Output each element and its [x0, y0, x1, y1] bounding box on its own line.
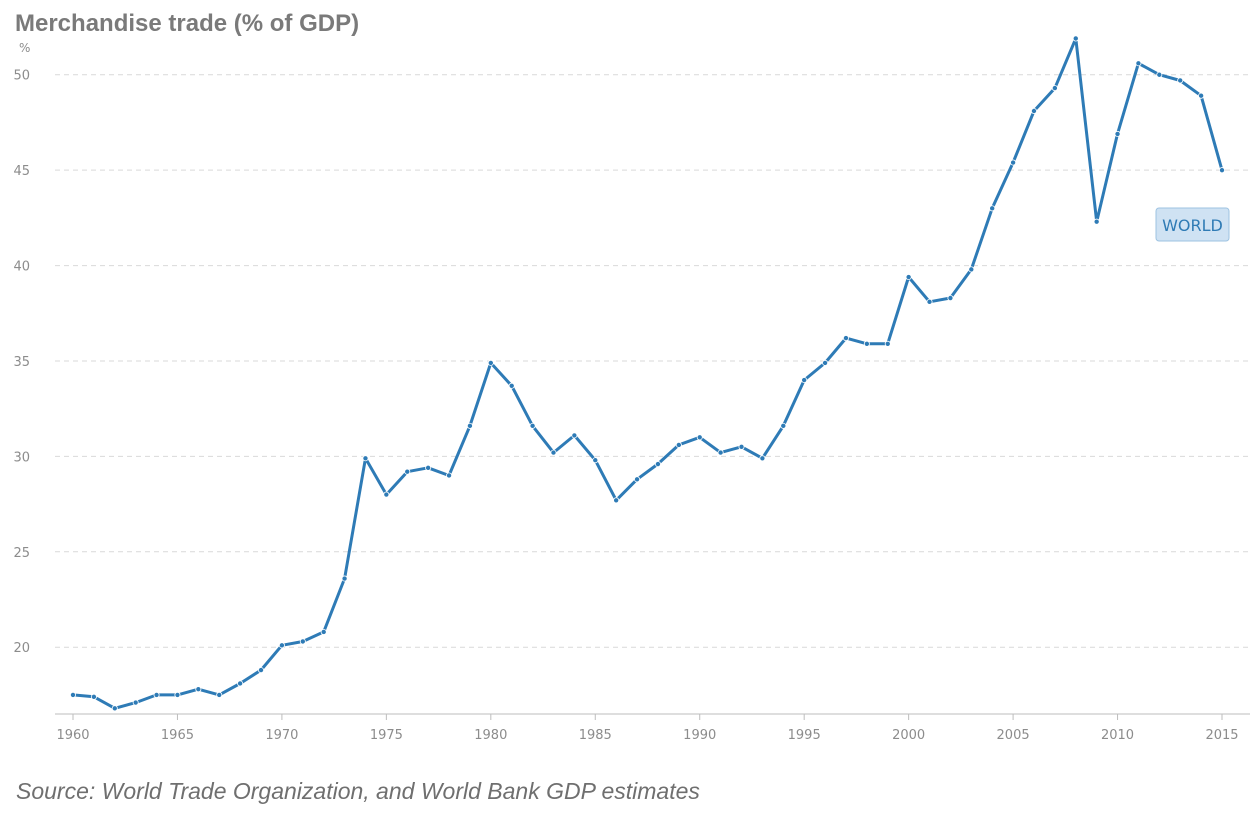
data-point-1963	[132, 699, 139, 706]
series-label-world: WORLD	[1155, 207, 1230, 242]
data-point-2004	[989, 205, 996, 212]
data-point-1996	[822, 359, 829, 366]
data-point-1993	[759, 455, 766, 462]
x-tick-label: 1990	[683, 728, 716, 743]
data-point-1962	[111, 705, 118, 712]
data-point-1981	[508, 382, 515, 389]
data-point-1971	[299, 638, 306, 645]
series-line	[72, 37, 1224, 710]
data-point-1965	[174, 691, 181, 698]
data-point-1972	[320, 628, 327, 635]
y-axis-unit-label: %	[19, 41, 30, 55]
y-tick-label: 50	[13, 69, 30, 84]
data-point-1961	[90, 693, 97, 700]
y-tick-label: 25	[13, 546, 30, 561]
data-point-1992	[738, 443, 745, 450]
data-point-1975	[383, 491, 390, 498]
data-point-2015	[1219, 167, 1226, 174]
data-point-1988	[654, 461, 661, 468]
data-point-2001	[926, 298, 933, 305]
data-point-2003	[968, 266, 975, 273]
data-point-2006	[1030, 108, 1037, 115]
y-tick-label: 30	[13, 450, 30, 465]
x-tick-label: 1970	[265, 728, 298, 743]
data-point-2011	[1135, 60, 1142, 67]
data-point-1986	[613, 497, 620, 504]
data-point-1973	[341, 575, 348, 582]
y-tick-label: 35	[13, 355, 30, 370]
data-point-2009	[1093, 218, 1100, 225]
data-point-1964	[153, 691, 160, 698]
data-point-1982	[529, 422, 536, 429]
data-point-1995	[801, 377, 808, 384]
data-point-2008	[1072, 35, 1079, 42]
data-point-2000	[905, 274, 912, 281]
x-tick-label: 2005	[997, 728, 1030, 743]
y-tick-label: 40	[13, 260, 30, 275]
chart-title: Merchandise trade (% of GDP)	[15, 10, 360, 37]
data-point-1977	[425, 464, 432, 471]
data-point-1969	[258, 667, 265, 674]
data-point-1979	[466, 422, 473, 429]
data-point-1984	[571, 432, 578, 439]
data-point-1960	[70, 691, 77, 698]
data-point-1974	[362, 455, 369, 462]
data-point-1989	[675, 441, 682, 448]
y-tick-label: 45	[13, 164, 30, 179]
data-point-2014	[1198, 92, 1205, 99]
data-point-2010	[1114, 130, 1121, 137]
data-point-1980	[487, 359, 494, 366]
x-tick-label: 2015	[1205, 728, 1238, 743]
series-world	[70, 35, 1226, 712]
data-point-1983	[550, 449, 557, 456]
data-point-1967	[216, 691, 223, 698]
x-tick-label: 1985	[579, 728, 612, 743]
data-point-2013	[1177, 77, 1184, 84]
data-point-1985	[592, 457, 599, 464]
data-point-1990	[696, 434, 703, 441]
data-point-1966	[195, 686, 202, 693]
y-tick-label: 20	[13, 641, 30, 656]
data-point-1976	[404, 468, 411, 475]
y-axis-ticks: 20 25 30 35 40 45 50	[13, 69, 30, 656]
x-tick-label: 1980	[474, 728, 507, 743]
data-point-1997	[842, 335, 849, 342]
x-tick-label: 2000	[892, 728, 925, 743]
data-point-2007	[1051, 85, 1058, 92]
x-tick-label: 1995	[788, 728, 821, 743]
data-point-1991	[717, 449, 724, 456]
data-point-2002	[947, 295, 954, 302]
data-point-1994	[780, 422, 787, 429]
data-point-1999	[884, 340, 891, 347]
data-point-1978	[446, 472, 453, 479]
data-point-1968	[237, 680, 244, 687]
x-tick-label: 1960	[56, 728, 89, 743]
data-point-2012	[1156, 71, 1163, 78]
series-label-box	[1155, 207, 1230, 242]
gridlines	[55, 74, 1250, 648]
data-point-1998	[863, 340, 870, 347]
x-axis-ticks: 1960 1965 1970 1975 1980 1985 1990 1995 2000 2005…	[56, 714, 1239, 743]
x-tick-label: 1975	[370, 728, 403, 743]
series-label-text: WORLD	[1162, 216, 1223, 235]
source-note: Source: World Trade Organization, and Wo…	[16, 778, 700, 804]
x-tick-label: 2010	[1101, 728, 1134, 743]
x-tick-label: 1965	[161, 728, 194, 743]
data-point-1970	[278, 642, 285, 649]
data-point-2005	[1010, 159, 1017, 166]
data-point-1987	[634, 476, 641, 483]
